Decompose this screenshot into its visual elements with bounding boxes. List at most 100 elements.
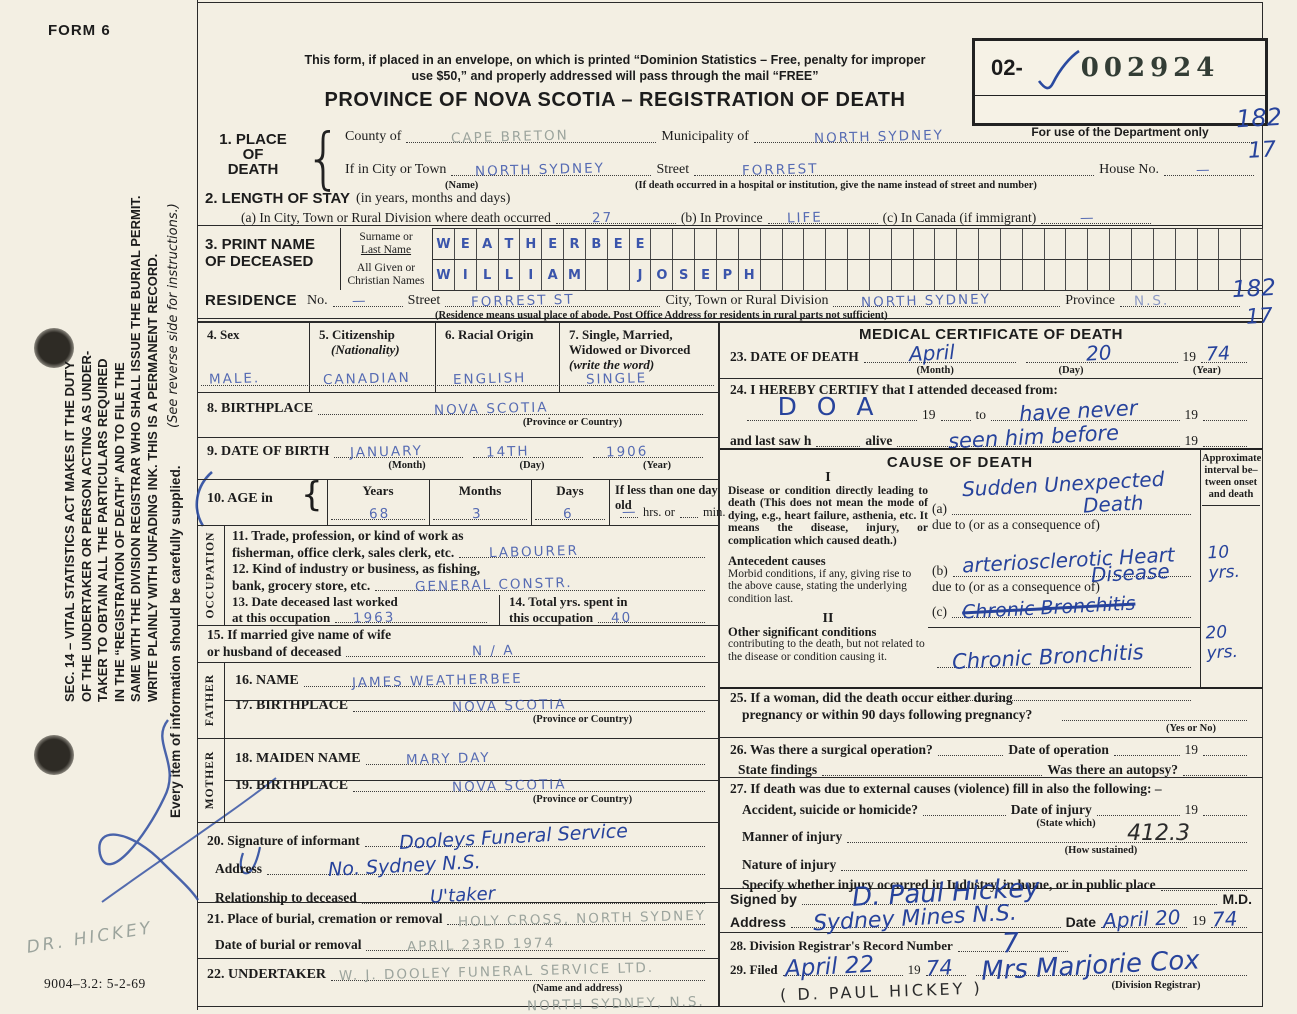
cause-b-label: (b): [932, 563, 948, 578]
spouse-label-1: 15. If married give name of wife: [207, 627, 392, 642]
status-label-2: Widowed or Divorced: [569, 342, 691, 357]
signed-by-row: Signed by D. Paul Hickey M.D.: [730, 873, 1252, 913]
cause-b-value-2: Disease: [1090, 558, 1171, 588]
signed-date-value: April 20: [1102, 904, 1181, 934]
manner-of-injury-code-value: 412.3: [1127, 821, 1191, 846]
informant-signature-field: Dooleys Funeral Service: [364, 820, 705, 853]
operation-label: 26. Was there a surgical operation?: [730, 741, 933, 757]
name-letter-cell: [1132, 260, 1154, 290]
burial-place-row: 21. Place of burial, cremation or remova…: [207, 907, 710, 930]
cause-b-interval-value: 10 yrs.: [1206, 542, 1241, 584]
informant-relationship-label: Relationship to deceased: [215, 889, 357, 905]
maiden-name-value: MARY DAY: [406, 749, 492, 769]
division-registrar-field: Mrs Marjorie Cox: [975, 945, 1247, 987]
name-letter-cell: [848, 229, 870, 259]
section-11-trade: 11. Trade, profession, or kind of work a…: [232, 528, 710, 561]
age-months-field: 3: [433, 503, 527, 522]
street-label: Street: [656, 162, 690, 177]
death-year-prefix: 19: [1182, 348, 1197, 364]
other-conditions-field2: [937, 686, 1191, 701]
print-name-label: 3. PRINT NAME OF DECEASED: [205, 236, 333, 270]
operation-year-label: 19: [1184, 741, 1199, 757]
burial-place-value: HOLY CROSS, NORTH SYDNEY: [457, 907, 707, 930]
burial-date-value: APRIL 23RD 1974: [406, 935, 556, 955]
cause-due2-label: due to (or as a consequence of): [932, 579, 1100, 594]
cause-due1-label: due to (or as a consequence of): [932, 516, 1100, 532]
citizenship-label: 5. Citizenship (Nationality): [319, 327, 400, 357]
name-letter-cell: [1241, 260, 1264, 290]
section-4-7-row: 4. Sex 5. Citizenship (Nationality) 6. R…: [197, 321, 718, 393]
informant-address-row: Address No. Sydney N.S.: [215, 851, 710, 881]
ink-stroke-mark: [195, 471, 213, 527]
cause-a-label: (a): [932, 500, 947, 516]
findings-row: State findings Was there an autopsy?: [738, 762, 1252, 779]
name-letter-cell: [957, 229, 980, 259]
section-18-maiden-name: 18. MAIDEN NAME MARY DAY: [235, 749, 710, 769]
physician-address-row: Address Sydney Mines N.S. Date April 20 …: [730, 901, 1252, 936]
municipality-label: Municipality of: [661, 129, 749, 144]
pregnancy-field: [1062, 706, 1247, 721]
date-of-birth-label: 9. DATE OF BIRTH: [207, 444, 330, 459]
signed-by-label: Signed by: [730, 891, 797, 907]
brace-icon: {: [301, 475, 323, 515]
cause-c-label: (c): [932, 603, 947, 619]
record-number-row: 28. Division Registrar's Record Number 7: [730, 928, 1252, 959]
section-10-age: 10. AGE in { Years Months Days If less t…: [197, 475, 726, 526]
spouse-label-2: or husband of deceased: [207, 643, 342, 659]
cause-part2-numeral: II: [822, 611, 834, 626]
certify-from-value: D O A: [777, 391, 880, 421]
certify-year2-field: [1203, 406, 1247, 421]
age-months-label: Months: [458, 483, 502, 498]
division-registrar-subnote: (Division Registrar): [1111, 980, 1201, 991]
citizenship-label-2: (Nationality): [331, 342, 400, 357]
given-sublabel-2: Christian Names: [347, 274, 425, 287]
cell-divider: [309, 321, 310, 392]
trade-label-2: fisherman, office clerk, sales clerk, et…: [232, 544, 455, 560]
name-letter-cell: [1088, 260, 1111, 290]
informant-relationship-field: U'taker: [361, 883, 705, 907]
length-of-stay-subtitle: (in years, months and days): [356, 191, 511, 206]
county-label: County of: [345, 129, 402, 144]
name-letter-cell: [979, 260, 1001, 290]
cause-c-value-crossed-out: Chronic Bronchitis: [961, 591, 1136, 624]
stay-city-value: 27: [591, 209, 614, 226]
filed-year-field: 74: [925, 955, 966, 981]
other-conditions-header: Other significant conditions: [728, 624, 877, 639]
section-23-date-of-death: 23. DATE OF DEATH April 20 19 74 (Month)…: [720, 339, 1262, 379]
md-label: M.D.: [1222, 891, 1252, 907]
mother-birthplace-subnote: (Province or Country): [532, 794, 633, 805]
registrar-extra-name-note: ( D. PAUL HICKEY ): [779, 978, 984, 1005]
pregnancy-label-2: pregnancy or within 90 days following pr…: [742, 706, 1033, 722]
sidebar-instructions-text: (See reverse side for instructions.): [166, 203, 181, 428]
section-26-operation: 26. Was there a surgical operation? Date…: [720, 737, 1262, 778]
divider-above-name: [197, 225, 1262, 226]
cell-divider: [327, 479, 328, 525]
manner-of-injury-label: Manner of injury: [742, 829, 843, 844]
specify-injury-label: Specify whether injury occurred in Indus…: [742, 877, 1156, 892]
stay-province-field: LIFE: [767, 209, 878, 226]
undertaker-row: 22. UNDERTAKER W. J. DOOLEY FUNERAL SERV…: [207, 960, 710, 984]
name-letter-cell: P: [717, 260, 739, 290]
residence-no-value: —: [352, 292, 368, 310]
name-letter-cell: H: [520, 229, 543, 259]
name-letter-cell: [1132, 229, 1154, 259]
name-letter-cell: [586, 260, 608, 290]
cause-part1-description: Disease or condition directly leading to…: [728, 484, 928, 547]
undertaker-value: W. J. DOOLEY FUNERAL SERVICE LTD.: [338, 959, 654, 985]
department-note: For use of the Department only: [1031, 125, 1209, 139]
other-conditions-interval-value: 20 yrs.: [1204, 622, 1239, 664]
birth-day-value: 14TH: [485, 443, 530, 461]
surname-sublabel-2: Last Name: [360, 243, 412, 256]
street-value: FORREST: [741, 161, 819, 179]
name-letter-cell: H: [739, 260, 761, 290]
father-name-value: JAMES WEATHERBEE: [351, 670, 523, 692]
street-subnote: (If death occurred in a hospital or inst…: [635, 180, 1037, 191]
sex-value: MALE.: [208, 370, 261, 388]
ink-check-icon: [1037, 49, 1080, 90]
name-letter-cell: J: [630, 260, 652, 290]
name-letter-cell: [1219, 260, 1242, 290]
trade-value: LABOURER: [488, 542, 579, 561]
ink-flourish-mark: [98, 719, 277, 903]
filed-date-field: April 22: [782, 952, 903, 982]
last-worked-label-1: 13. Date deceased last worked: [232, 594, 398, 609]
